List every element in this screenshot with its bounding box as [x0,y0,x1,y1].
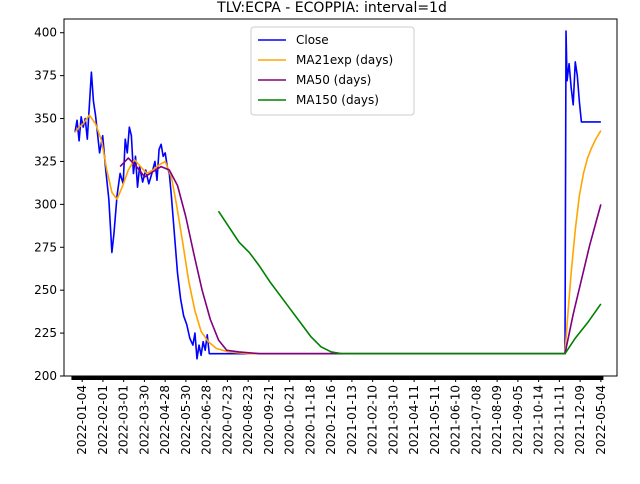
x-axis: 2022-01-04 2022-02-01 2022-03-01 2022-03-30… [71,376,608,455]
legend: Close MA21exp (days) MA50 (days) MA150 (day… [250,26,415,116]
legend-box [250,26,415,116]
x-tick-label: 2021-08-09 [490,385,504,455]
legend-label: Close [296,33,329,47]
x-tick-label: 2022-05-30 [179,385,193,455]
legend-label: MA21exp (days) [296,53,393,67]
series-line-ma150-days- [217,210,602,355]
x-tick-label: 2021-11-11 [552,385,566,455]
x-tick-label: 2022-02-01 [96,385,110,455]
x-tick-label: 2022-03-30 [137,385,151,455]
x-tick-label: 2021-10-14 [532,385,546,455]
x-tick-label: 2021-09-05 [511,385,525,455]
y-axis: 200 225 250 275 300 325 350 375 400 [34,26,64,383]
x-tick-label: 2022-05-04 [594,385,608,455]
x-tick-label: 2021-02-10 [366,385,380,455]
y-tick-label: 400 [34,26,57,40]
x-tick-label: 2021-05-11 [428,385,442,455]
x-tick-label: 2020-12-16 [324,385,338,455]
y-tick-label: 250 [34,283,57,297]
x-tick-label: 2020-08-23 [241,385,255,455]
x-tick-label: 2021-12-09 [573,385,587,455]
x-tick-label: 2022-03-01 [117,385,131,455]
x-tick-label: 2021-04-11 [407,385,421,455]
x-tick-label: 2021-03-10 [386,385,400,455]
series-line-ma21exp-days- [74,114,602,355]
chart-title: TLV:ECPA - ECOPPIA: interval=1d [216,0,447,16]
x-tick-label: 2022-01-04 [75,385,89,455]
y-tick-label: 200 [34,369,57,383]
x-tick-label: 2022-04-28 [158,385,172,455]
y-tick-label: 225 [34,326,57,340]
x-tick-label: 2020-09-21 [262,385,276,455]
legend-label: MA50 (days) [296,73,371,87]
y-tick-label: 375 [34,69,57,83]
legend-label: MA150 (days) [296,93,379,107]
x-tick-label: 2021-01-13 [345,385,359,455]
series-line-ma50-days- [119,157,602,355]
y-tick-label: 325 [34,154,57,168]
x-tick-label: 2020-10-21 [283,385,297,455]
x-tick-label: 2021-07-08 [469,385,483,455]
x-tick-label: 2021-06-10 [449,385,463,455]
x-tick-label: 2020-11-18 [303,385,317,455]
x-tick-label: 2020-07-23 [220,385,234,455]
y-tick-label: 275 [34,240,57,254]
x-tick-label: 2022-06-28 [200,385,214,455]
y-tick-label: 300 [34,197,57,211]
y-tick-label: 350 [34,112,57,126]
